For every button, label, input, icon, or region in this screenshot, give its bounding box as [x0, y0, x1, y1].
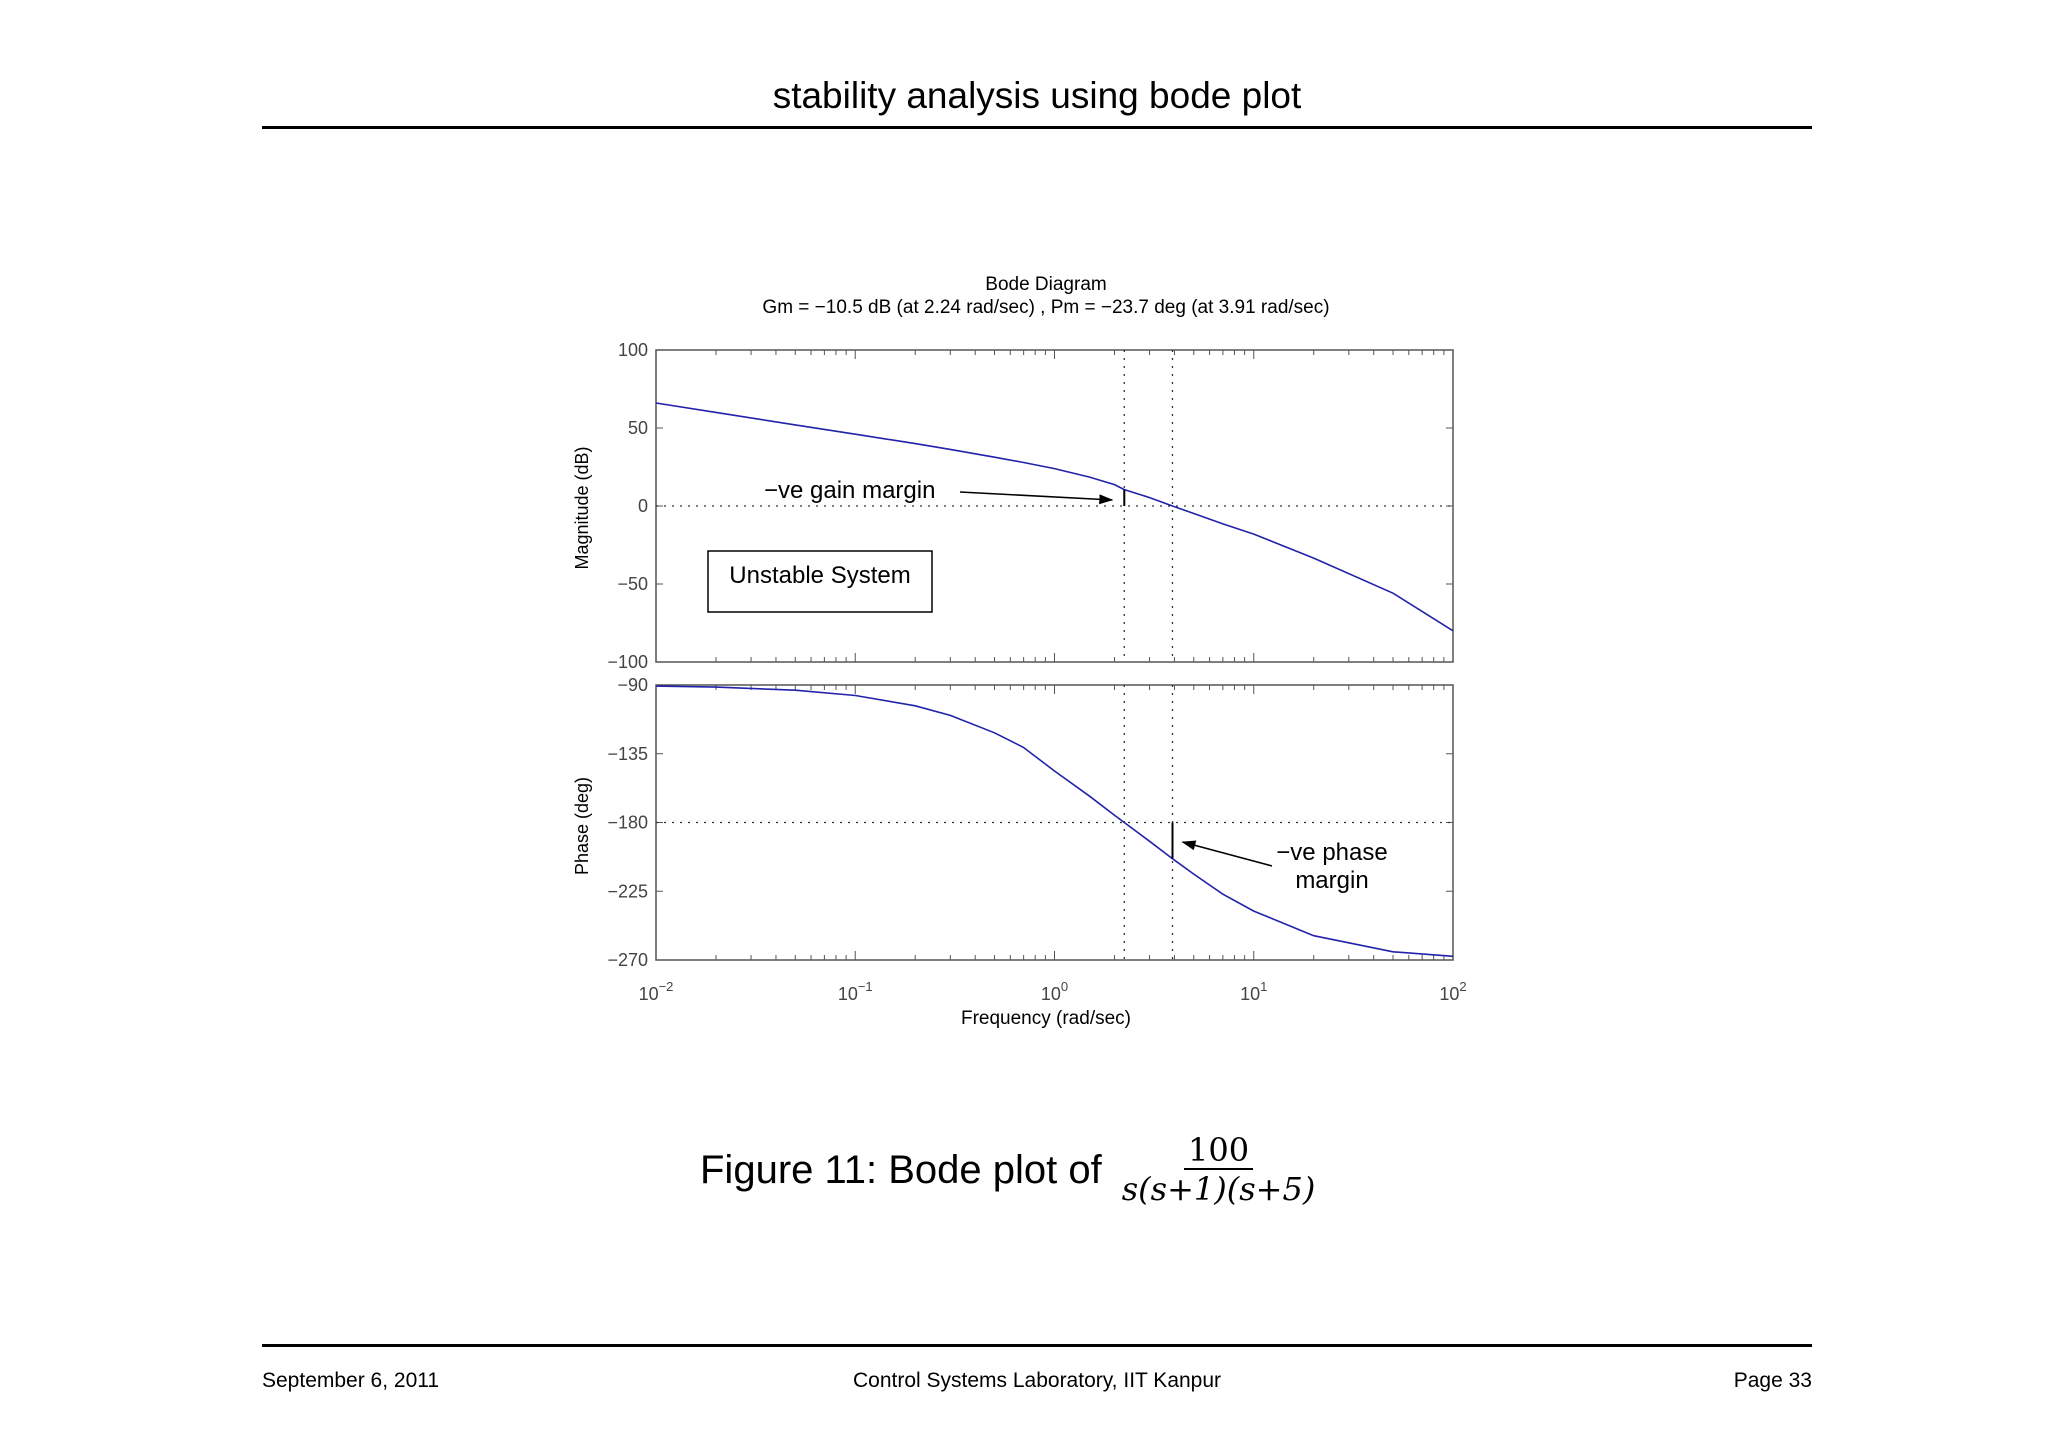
magnitude-y-tick-label: −100 — [607, 652, 648, 672]
magnitude-y-label: Magnitude (dB) — [572, 446, 592, 569]
transfer-function: 100 s(s+1)(s+5) — [1118, 1132, 1320, 1208]
phase-y-tick-label: −135 — [607, 744, 648, 764]
phase-x-ticks — [655, 685, 1445, 960]
phase-margin-arrow — [1181, 840, 1273, 867]
phase-y-tick-label: −90 — [617, 675, 648, 695]
unstable-system-label: Unstable System — [729, 562, 910, 589]
phase-y-tick-label: −180 — [607, 813, 648, 833]
magnitude-y-tick-label: −50 — [617, 574, 648, 594]
phase-plot-frame — [655, 684, 1454, 961]
x-tick-label: 101 — [1240, 979, 1267, 1004]
magnitude-y-tick-label: 50 — [628, 418, 648, 438]
phase-margin-label-line1: −ve phase — [1276, 839, 1387, 866]
footer-rule — [262, 1344, 1812, 1347]
slide-title: stability analysis using bode plot — [772, 75, 1302, 116]
footer-page-number: Page 33 — [1733, 1369, 1812, 1392]
transfer-function-denominator: s(s+1)(s+5) — [1121, 1170, 1316, 1208]
phase-y-tick-label: −270 — [607, 950, 648, 970]
chart-subtitle: Gm = −10.5 dB (at 2.24 rad/sec) , Pm = −… — [762, 297, 1329, 318]
x-tick-label: 102 — [1439, 979, 1466, 1004]
x-tick-label: 10−1 — [838, 979, 873, 1004]
footer-lab: Control Systems Laboratory, IIT Kanpur — [852, 1369, 1222, 1392]
phase-y-label: Phase (deg) — [572, 777, 592, 875]
gain-margin-arrow — [959, 491, 1114, 505]
gain-margin-label: −ve gain margin — [764, 477, 935, 504]
x-tick-label: 10−2 — [639, 979, 674, 1004]
phase-curve — [655, 685, 1454, 958]
chart-title: Bode Diagram — [985, 274, 1106, 295]
transfer-function-numerator: 100 — [1183, 1132, 1254, 1170]
magnitude-curve — [655, 402, 1454, 632]
figure-caption: Figure 11: Bode plot of 100 s(s+1)(s+5) — [700, 1130, 1319, 1210]
x-axis-label: Frequency (rad/sec) — [961, 1008, 1131, 1029]
magnitude-x-ticks — [655, 350, 1445, 662]
phase-y-tick-label: −225 — [607, 881, 648, 901]
x-tick-label: 100 — [1041, 979, 1068, 1004]
caption-text: Figure 11: Bode plot of — [700, 1148, 1102, 1192]
magnitude-plot-frame — [655, 349, 1454, 663]
footer-date: September 6, 2011 — [262, 1369, 440, 1392]
magnitude-y-tick-label: 0 — [638, 496, 648, 516]
phase-margin-label-line2: margin — [1295, 867, 1368, 894]
unstable-system-box — [707, 550, 933, 613]
magnitude-y-tick-label: 100 — [618, 340, 648, 360]
header-rule — [262, 126, 1812, 129]
